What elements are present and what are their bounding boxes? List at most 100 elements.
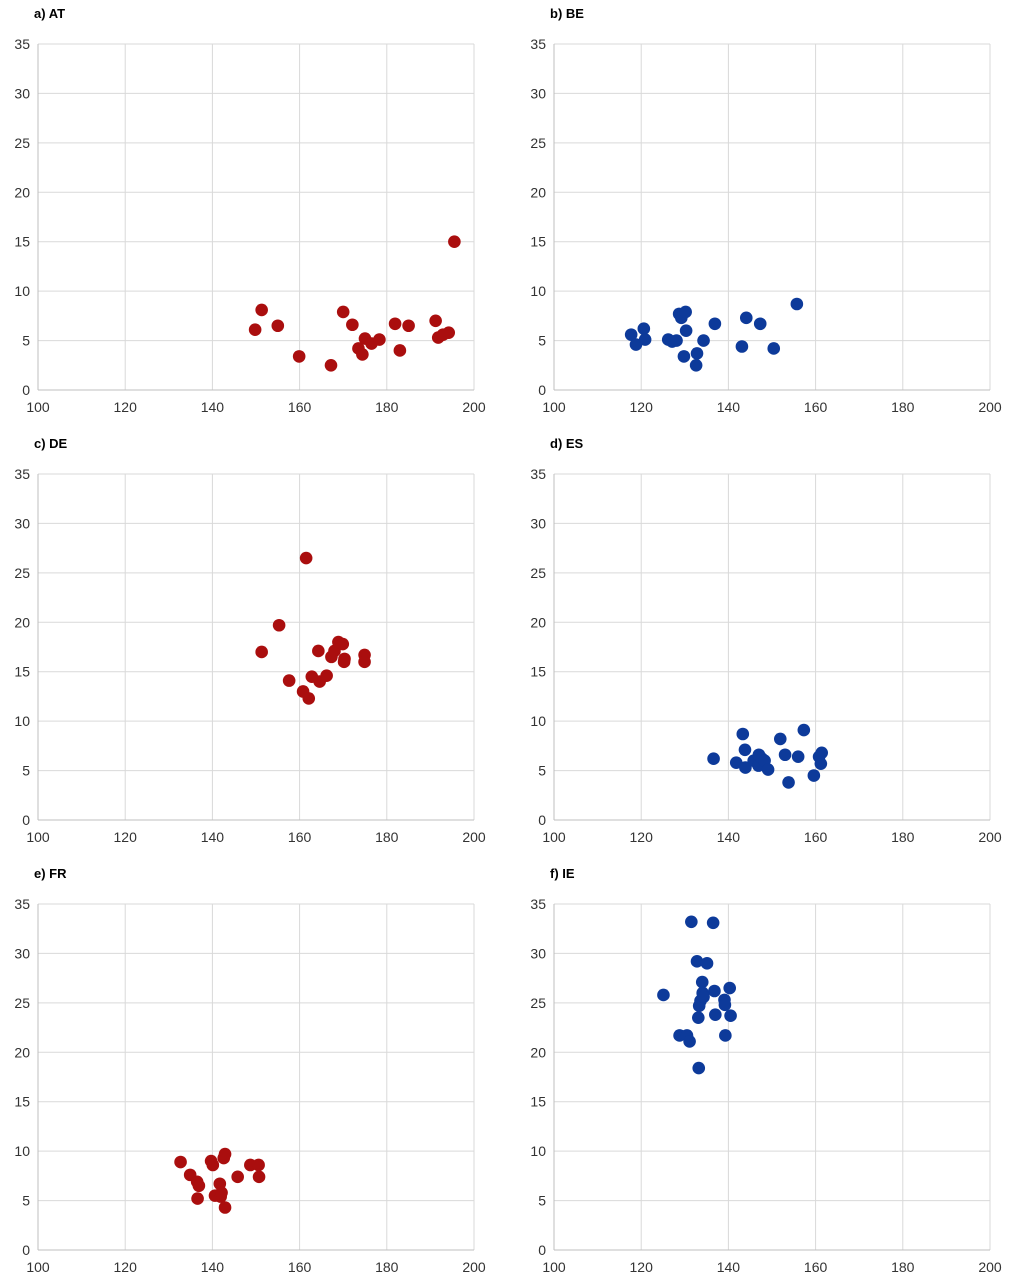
data-point — [692, 1011, 705, 1024]
data-point — [218, 1147, 232, 1161]
data-point — [388, 317, 402, 331]
y-tick-label: 15 — [530, 1094, 546, 1110]
data-point — [739, 761, 752, 774]
panel-fr: e) FR 0 5 10 15 20 25 30 35 100 120 140 160 180 200 — [0, 860, 500, 1287]
data-point — [735, 340, 749, 353]
x-tick-label: 120 — [114, 829, 138, 845]
y-tick-label: 5 — [22, 763, 30, 779]
y-tick-label: 10 — [14, 283, 30, 299]
y-tick-label: 0 — [22, 1242, 30, 1258]
data-point — [324, 358, 338, 372]
x-tick-label: 160 — [288, 829, 312, 845]
x-tick-label: 160 — [288, 399, 312, 415]
y-tick-label: 30 — [530, 85, 546, 101]
data-point — [255, 645, 268, 659]
data-point — [637, 322, 651, 336]
y-tick-label: 15 — [530, 664, 546, 680]
x-tick-label: 120 — [630, 399, 654, 415]
data-point — [393, 344, 407, 357]
data-point — [292, 350, 306, 363]
y-tick-label: 25 — [530, 135, 546, 151]
y-tick-label: 10 — [530, 713, 546, 729]
data-point — [624, 328, 638, 341]
data-point — [700, 957, 714, 970]
panel-es: d) ES 0 5 10 15 20 25 30 35 100 120 140 160 180 200 — [516, 430, 1011, 857]
data-point — [689, 358, 703, 372]
y-tick-label: 0 — [22, 812, 30, 828]
y-tick-label: 20 — [14, 1044, 30, 1060]
data-point — [402, 319, 415, 333]
x-tick-label: 180 — [375, 1259, 399, 1275]
x-tick-label: 140 — [201, 1259, 225, 1275]
data-point — [679, 305, 692, 319]
y-tick-label: 25 — [530, 995, 546, 1011]
data-point — [697, 334, 710, 347]
x-tick-label: 180 — [891, 399, 915, 415]
panel-title: e) FR — [34, 866, 67, 881]
y-tick-label: 5 — [538, 1193, 546, 1209]
panel-title: b) BE — [550, 6, 584, 21]
data-point — [797, 723, 811, 737]
data-point — [782, 776, 795, 789]
data-point — [320, 669, 333, 682]
y-tick-label: 5 — [22, 333, 30, 349]
data-point — [206, 1158, 220, 1172]
data-point — [692, 1061, 706, 1075]
data-point — [695, 975, 709, 989]
x-tick-label: 200 — [462, 829, 486, 845]
y-tick-label: 20 — [530, 1044, 546, 1060]
y-tick-label: 30 — [530, 945, 546, 961]
data-point — [736, 727, 750, 741]
data-point — [174, 1155, 187, 1169]
data-point — [718, 998, 732, 1012]
x-tick-label: 100 — [26, 1259, 50, 1275]
data-point — [708, 317, 722, 331]
data-point — [191, 1192, 204, 1205]
data-point — [657, 988, 670, 1002]
data-point — [724, 1009, 737, 1023]
x-tick-label: 100 — [26, 829, 50, 845]
y-tick-label: 30 — [14, 945, 30, 961]
panel-title: f) IE — [550, 866, 575, 881]
data-point — [753, 317, 767, 331]
scatter-plot: 0 5 10 15 20 25 30 35 100 120 140 160 180 200 — [14, 466, 486, 845]
y-tick-label: 35 — [14, 466, 30, 482]
panel-title: d) ES — [550, 436, 584, 451]
data-point — [271, 319, 285, 333]
data-point — [807, 769, 821, 782]
y-tick-label: 30 — [14, 85, 30, 101]
x-tick-label: 200 — [978, 1259, 1002, 1275]
data-point — [738, 743, 752, 757]
data-point — [638, 333, 652, 346]
y-tick-label: 35 — [530, 466, 546, 482]
x-tick-label: 160 — [288, 1259, 312, 1275]
y-tick-label: 30 — [530, 515, 546, 531]
y-tick-label: 0 — [538, 382, 546, 398]
x-tick-label: 140 — [717, 399, 741, 415]
y-tick-label: 0 — [22, 382, 30, 398]
data-point — [697, 990, 710, 1004]
data-point — [719, 1029, 732, 1042]
x-tick-label: 100 — [542, 399, 566, 415]
data-point — [356, 348, 369, 361]
x-tick-label: 120 — [630, 829, 654, 845]
y-tick-label: 25 — [14, 135, 30, 151]
y-tick-label: 30 — [14, 515, 30, 531]
data-point — [282, 674, 296, 687]
y-tick-label: 10 — [530, 1143, 546, 1159]
data-point — [761, 763, 775, 776]
x-tick-label: 200 — [462, 399, 486, 415]
data-point — [791, 750, 805, 764]
data-point — [690, 347, 704, 360]
y-tick-label: 35 — [530, 896, 546, 912]
data-point — [709, 1008, 722, 1022]
y-tick-label: 10 — [14, 713, 30, 729]
data-point — [255, 303, 268, 317]
data-point — [358, 655, 371, 669]
data-point — [215, 1186, 228, 1199]
data-point — [272, 618, 286, 632]
x-tick-label: 120 — [630, 1259, 654, 1275]
y-tick-label: 5 — [538, 333, 546, 349]
data-point — [312, 644, 325, 658]
